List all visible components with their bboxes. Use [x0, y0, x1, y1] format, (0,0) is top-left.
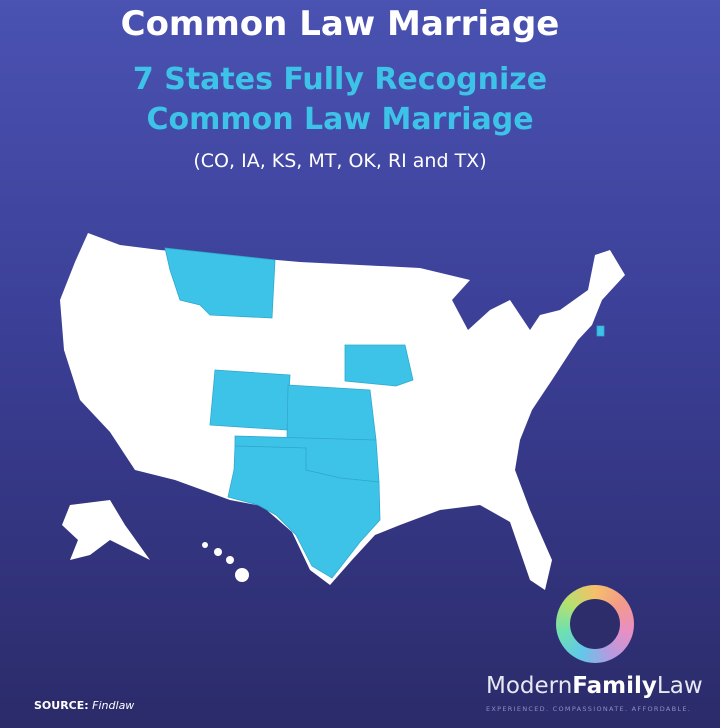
brand-part3: Law	[656, 673, 703, 699]
brand-tagline: EXPERIENCED. COMPASSIONATE. AFFORDABLE.	[486, 705, 692, 713]
state-tx	[227, 445, 381, 579]
subtitle-line-2: Common Law Marriage	[146, 102, 534, 137]
state-ks	[286, 384, 377, 441]
state-ia	[344, 344, 414, 387]
state-co	[209, 369, 291, 431]
state-ri	[596, 325, 605, 337]
brand-logo-icon	[556, 585, 634, 663]
source: SOURCE: Findlaw	[34, 699, 134, 712]
state-mt	[164, 247, 276, 319]
brand-part2: Family	[572, 673, 657, 699]
hawaii	[202, 542, 249, 582]
subtitle: 7 States Fully Recognize Common Law Marri…	[0, 60, 680, 140]
brand-part1: Modern	[486, 673, 573, 699]
alaska	[62, 500, 150, 560]
source-value: Findlaw	[92, 699, 135, 712]
brand-name: ModernFamilyLaw	[486, 673, 703, 699]
title: Common Law Marriage	[120, 4, 560, 44]
states-note: (CO, IA, KS, MT, OK, RI and TX)	[193, 150, 487, 172]
subtitle-line-1: 7 States Fully Recognize	[132, 62, 548, 97]
source-label: SOURCE:	[34, 699, 89, 712]
